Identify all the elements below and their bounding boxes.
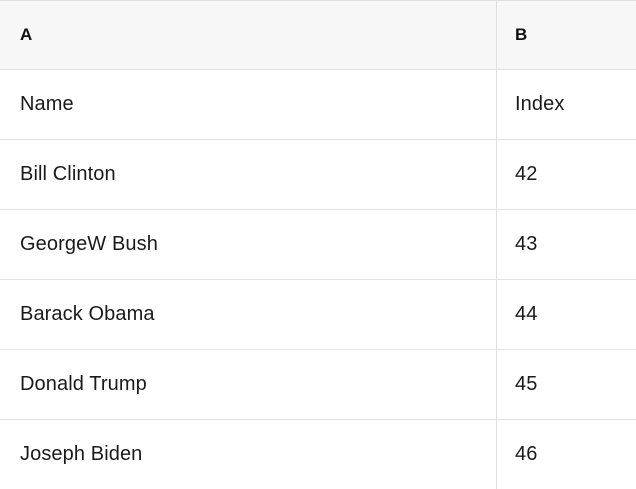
table-row: Bill Clinton 42 — [0, 140, 636, 210]
cell-index-value[interactable]: 45 — [515, 373, 538, 395]
cell-index-label[interactable]: Index — [515, 93, 565, 115]
table-row: Joseph Biden 46 — [0, 420, 636, 489]
cell-name-label[interactable]: Name — [0, 70, 497, 139]
table-header-row: A B — [0, 1, 636, 70]
column-header-b[interactable]: B — [515, 25, 528, 44]
cell-index-value[interactable]: 44 — [515, 303, 538, 325]
cell-index-value[interactable]: 42 — [515, 163, 538, 185]
cell-name-value[interactable]: Joseph Biden — [0, 420, 497, 489]
column-header-a[interactable]: A — [0, 1, 497, 69]
cell-index-value[interactable]: 43 — [515, 233, 538, 255]
cell-index-value[interactable]: 46 — [515, 443, 538, 465]
table-row: Barack Obama 44 — [0, 280, 636, 350]
cell-name-value[interactable]: GeorgeW Bush — [0, 210, 497, 279]
table-row: Name Index — [0, 70, 636, 140]
table-row: GeorgeW Bush 43 — [0, 210, 636, 280]
cell-name-value[interactable]: Donald Trump — [0, 350, 497, 419]
cell-name-value[interactable]: Bill Clinton — [0, 140, 497, 209]
table-row: Donald Trump 45 — [0, 350, 636, 420]
cell-name-value[interactable]: Barack Obama — [0, 280, 497, 349]
